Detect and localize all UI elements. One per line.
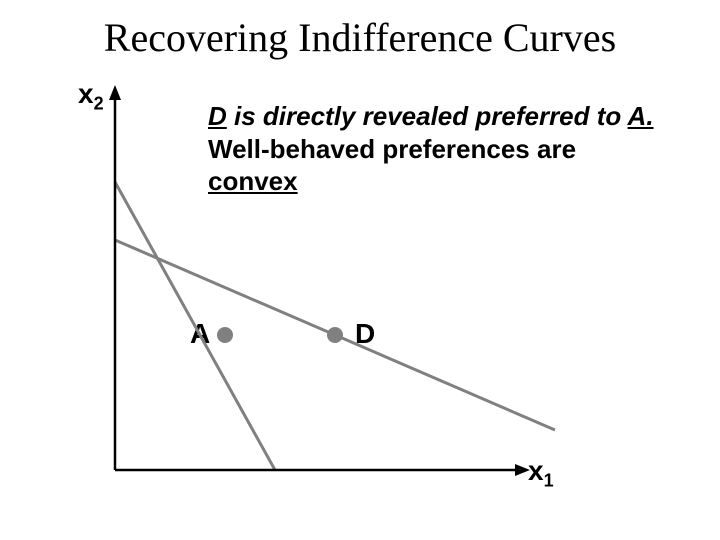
slide: { "title": "Recovering Indifference Curv…	[0, 0, 720, 540]
diagram-svg	[0, 0, 720, 540]
